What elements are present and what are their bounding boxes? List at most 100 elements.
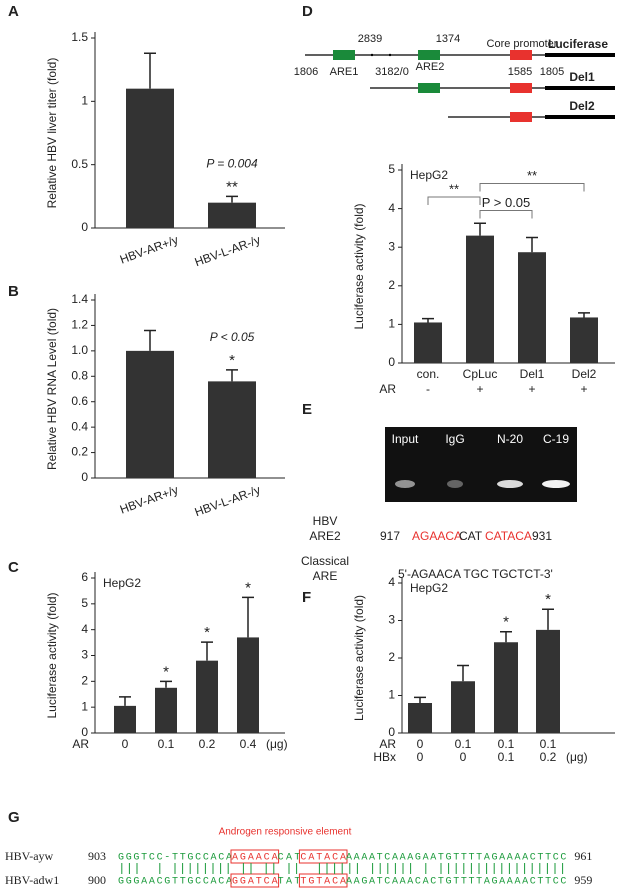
element-box [510,50,532,60]
bar [451,681,475,733]
error-bar [414,696,426,703]
element-box [510,83,532,93]
y-tick-label: 0 [81,470,88,484]
significance: * [163,663,169,680]
error-bar [226,195,238,203]
row-label: 0.1 [498,737,515,751]
y-tick-label: 4 [81,622,88,636]
bar [208,381,256,478]
y-axis-label: Luciferase activity (fold) [352,595,366,721]
error-bar [500,631,512,643]
error-bar [144,329,156,351]
panel-label: G [8,809,20,826]
bar [536,629,560,733]
y-tick-label: 3 [388,239,395,253]
significance: * [545,591,551,608]
note: P < 0.05 [210,330,255,344]
element-box [418,50,440,60]
element-box [230,849,280,864]
x-tick-label: con. [417,367,440,381]
significance: * [229,352,235,369]
sequence-segment: CAT [278,853,301,864]
element-box [230,873,280,888]
element-box [333,50,355,60]
y-tick-label: 5 [81,596,88,610]
end-position: 961 [574,849,592,863]
sequence: 5'-AGAACA TGC TGCTCT-3' [398,567,553,581]
row-label: 0 [122,737,129,751]
sequence-segment: AGAACA [232,853,278,864]
element-box [510,112,532,122]
error-bar [457,664,469,682]
y-tick-label: 4 [388,575,395,589]
y-tick-label: 1 [81,699,88,713]
position-label: 1374 [436,33,460,45]
unit: (μg) [266,737,288,751]
y-tick-label: 2 [81,674,88,688]
row-label: Classical [301,554,349,568]
bracket [427,196,481,206]
unit: (μg) [566,750,588,764]
sequence-segment: AAGATCAAACACTGTTTTAGAAAACTTCC [346,877,566,888]
y-tick-label: 0 [388,355,395,369]
row-label: 0 [417,750,424,764]
error-bar [422,317,434,323]
bar [408,703,432,733]
alignment-title: Androgen responsive element [219,827,352,838]
y-tick-label: 0 [81,220,88,234]
y-axis-label: Luciferase activity (fold) [352,203,366,329]
sequence-name: HBV-adw1 [5,873,59,887]
y-tick-label: 6 [81,570,88,584]
row-label: ARE2 [309,529,341,543]
y-tick-label: 5 [388,162,395,176]
element-box [418,83,440,93]
row-name: HBx [373,750,396,764]
x-tick-label: Del2 [572,367,597,381]
row-label: 0 [417,737,424,751]
panel-label: D [302,3,313,20]
panel-label: E [302,401,312,418]
bar [126,350,174,478]
sequence-part: CAT [459,529,483,543]
significance: * [245,579,251,596]
panel-label: C [8,559,19,576]
error-bar [542,608,554,630]
bracket [479,210,533,219]
y-tick-label: 2 [388,278,395,292]
bar [155,687,177,733]
panel-label: A [8,3,19,20]
error-bar [160,680,172,688]
row-label: 0.4 [240,737,257,751]
sequence-segment: TGTACA [300,877,346,888]
row-label: 0.2 [540,750,557,764]
y-tick-label: 4 [388,201,395,215]
position-label: 1585 [508,66,532,78]
bar [494,642,518,733]
gel-image [385,427,577,502]
y-tick-label: 1 [388,317,395,331]
y-tick-label: 1.5 [71,30,88,44]
row-label: + [528,382,535,396]
lane-label: C-19 [543,432,569,446]
error-bar [526,236,538,253]
row-name: AR [379,382,396,396]
position-label: 2839 [358,33,382,45]
element-box [298,849,348,864]
row-label: 0.1 [540,737,557,751]
note: P = 0.004 [206,157,258,171]
error-bar [578,312,590,318]
sequence-segment: TAT [278,877,301,888]
row-name: AR [72,737,89,751]
error-bar [242,596,254,638]
sequence-segment: CATACA [300,853,346,864]
x-tick-label: CpLuc [463,367,498,381]
bar [114,705,136,733]
gel-band [447,480,463,488]
construct-label: Luciferase [548,37,608,51]
row-label: 0.2 [199,737,216,751]
row-label: - [426,382,430,396]
dot [370,53,374,57]
lane-label: N-20 [497,432,523,446]
sequence-part: AGAACA [412,529,462,543]
chart-title: HepG2 [103,576,141,590]
